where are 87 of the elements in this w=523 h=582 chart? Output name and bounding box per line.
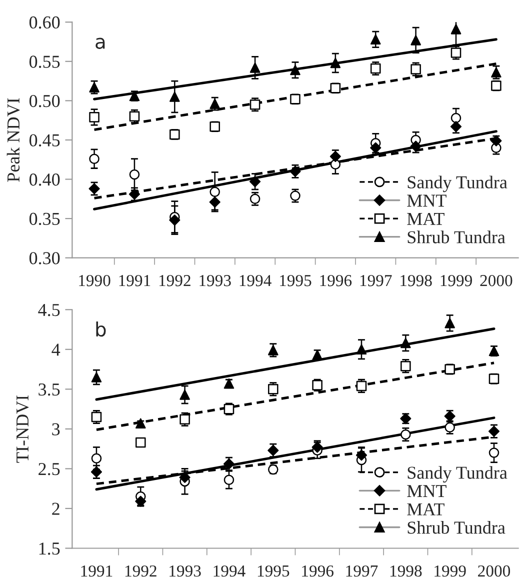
y-tick-label: 1.5	[39, 542, 60, 555]
y-axis-title: Peak NDVI	[6, 98, 20, 182]
point	[356, 450, 368, 461]
point	[210, 98, 220, 109]
point	[136, 437, 146, 448]
point	[444, 318, 455, 328]
point	[330, 159, 341, 170]
point	[356, 344, 367, 355]
y-tick-label: 2.5	[38, 463, 60, 476]
x-tick-label: 1992	[159, 275, 190, 286]
point	[312, 350, 322, 360]
point	[400, 338, 411, 348]
y-tick-label: 0.50	[29, 94, 60, 108]
point	[135, 496, 146, 507]
legend-label: MNT	[407, 485, 446, 497]
y-tick-label: 0.55	[29, 56, 60, 68]
point	[491, 67, 502, 78]
legend-label: MNT	[407, 194, 446, 207]
x-tick-label: 1999	[434, 565, 466, 577]
point	[91, 372, 102, 382]
y-tick-label: 0.40	[29, 174, 60, 186]
point	[91, 412, 102, 422]
point	[370, 34, 381, 45]
legend-label: MAT	[407, 503, 444, 516]
x-tick-label: 1993	[170, 565, 201, 577]
x-tick-label: 1996	[320, 275, 352, 286]
x-tick-label: 1991	[81, 565, 112, 577]
point	[136, 418, 146, 429]
legend-label: Sandy Tundra	[408, 176, 508, 192]
x-tick-label: 2000	[478, 565, 510, 577]
legend-label: MAT	[407, 212, 444, 225]
point	[330, 58, 341, 68]
point	[250, 176, 261, 188]
y-tick-label: 3	[52, 423, 60, 436]
y-tick-label: 3.5	[38, 383, 60, 396]
y-tick-label: 0.60	[29, 16, 60, 29]
annotation: a	[96, 38, 105, 49]
point	[450, 24, 462, 34]
point	[250, 62, 260, 73]
point	[290, 64, 300, 76]
x-tick-label: 1990	[79, 274, 110, 286]
y-tick-label: 0.45	[29, 134, 60, 146]
point	[450, 112, 462, 124]
point	[370, 63, 381, 74]
x-tick-label: 1994	[214, 565, 246, 577]
x-tick-label: 1995	[280, 275, 312, 286]
y-tick-label: 0.35	[29, 212, 60, 226]
x-tick-label: 1998	[400, 274, 432, 286]
point	[169, 214, 180, 226]
point	[444, 422, 455, 432]
x-tick-label: 1993	[200, 275, 231, 286]
y-tick-label: 2	[52, 502, 60, 515]
x-tick-label: 1991	[119, 275, 150, 286]
legend-label: Shrub Tundra	[408, 521, 506, 534]
x-tick-label: 2000	[480, 274, 512, 286]
point	[129, 169, 140, 180]
x-tick-label: 1994	[240, 275, 272, 286]
point	[290, 190, 300, 201]
y-tick-label: 4.5	[38, 304, 60, 316]
x-tick-label: 1997	[360, 275, 392, 286]
point	[410, 35, 421, 46]
x-tick-label: 1996	[302, 565, 334, 577]
annotation: b	[96, 322, 106, 337]
point	[180, 390, 190, 400]
x-tick-label: 1999	[440, 275, 472, 286]
y-axis-title: TI-NDVI	[16, 395, 29, 463]
point	[209, 196, 220, 208]
point	[170, 92, 180, 102]
legend-label: Sandy Tundra	[408, 466, 508, 483]
point	[224, 474, 234, 485]
point	[224, 378, 234, 389]
point	[89, 112, 100, 122]
x-tick-label: 1997	[346, 565, 378, 577]
point	[180, 414, 190, 425]
x-tick-label: 1992	[125, 565, 156, 577]
x-tick-label: 1998	[390, 565, 422, 577]
point	[129, 111, 140, 122]
point	[250, 99, 260, 110]
legend-label: Shrub Tundra	[408, 230, 506, 244]
point	[488, 448, 500, 458]
point	[91, 453, 102, 464]
point	[490, 135, 502, 146]
x-tick-label: 1995	[258, 565, 290, 577]
point	[210, 186, 220, 197]
y-tick-label: 4	[52, 344, 60, 356]
point	[89, 154, 100, 164]
y-tick-label: 0.30	[29, 252, 60, 264]
